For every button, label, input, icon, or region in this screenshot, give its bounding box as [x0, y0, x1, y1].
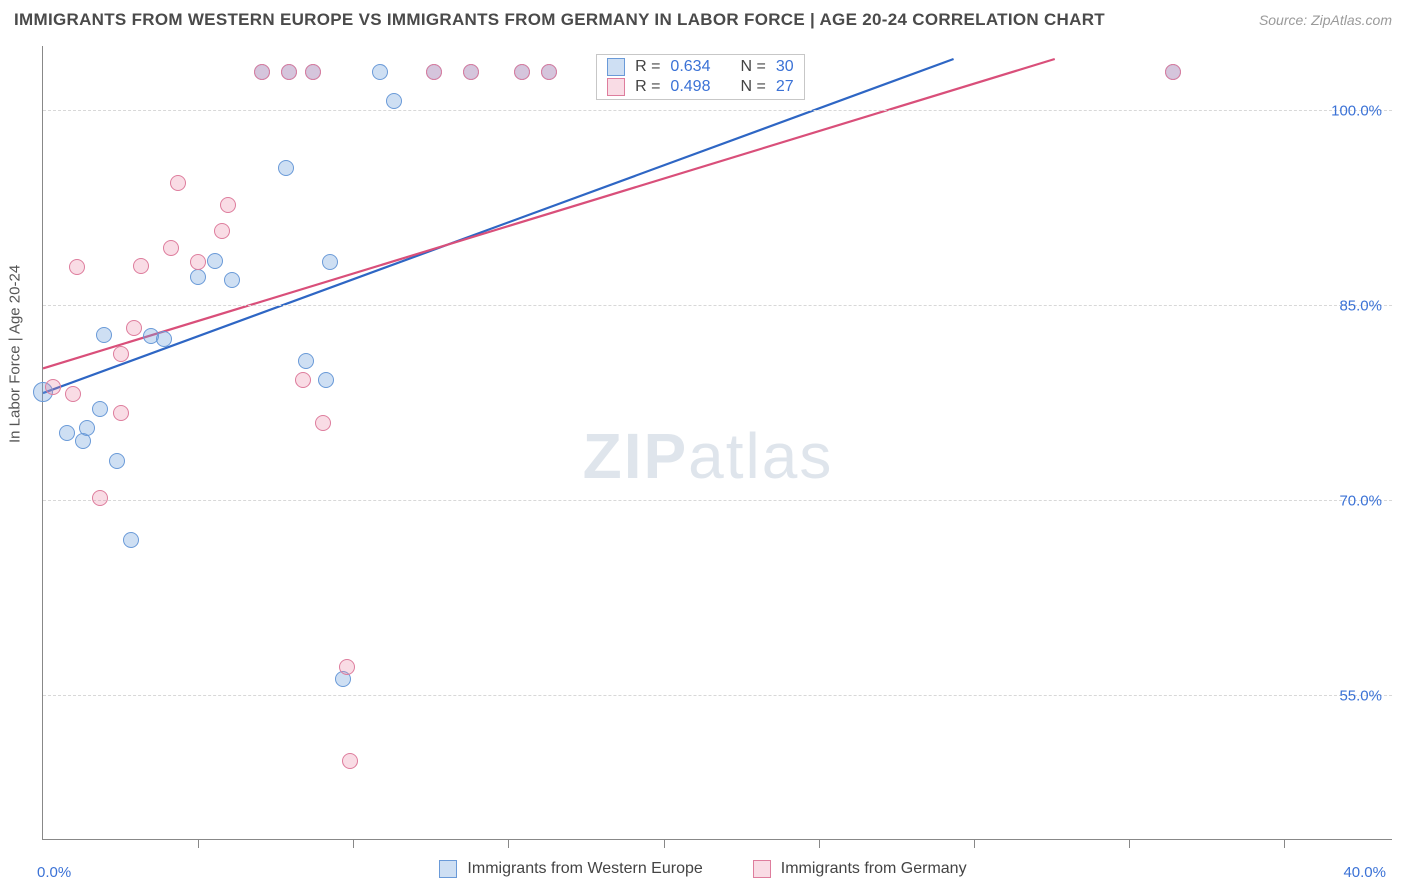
- scatter-point: [463, 64, 479, 80]
- y-gridline: [43, 695, 1392, 696]
- y-gridline: [43, 500, 1392, 501]
- scatter-point: [190, 254, 206, 270]
- x-tick: [353, 839, 354, 848]
- scatter-point: [113, 346, 129, 362]
- trend-line: [43, 59, 1055, 368]
- correlation-stats-legend: R = 0.634 N = 30 R = 0.498 N = 27: [596, 54, 805, 100]
- legend-swatch-icon: [607, 78, 625, 96]
- header-bar: IMMIGRANTS FROM WESTERN EUROPE VS IMMIGR…: [14, 10, 1392, 30]
- scatter-point: [541, 64, 557, 80]
- scatter-point: [1165, 64, 1181, 80]
- x-tick: [1129, 839, 1130, 848]
- scatter-point: [79, 420, 95, 436]
- x-tick: [664, 839, 665, 848]
- legend-swatch-icon: [753, 860, 771, 878]
- scatter-point: [298, 353, 314, 369]
- scatter-point: [123, 532, 139, 548]
- source-attribution: Source: ZipAtlas.com: [1259, 12, 1392, 28]
- scatter-point: [426, 64, 442, 80]
- scatter-point: [65, 386, 81, 402]
- scatter-point: [163, 240, 179, 256]
- scatter-point: [190, 269, 206, 285]
- scatter-point: [109, 453, 125, 469]
- stats-row: R = 0.498 N = 27: [597, 77, 804, 97]
- scatter-point: [386, 93, 402, 109]
- scatter-point: [214, 223, 230, 239]
- scatter-point: [220, 197, 236, 213]
- scatter-point: [315, 415, 331, 431]
- x-tick: [508, 839, 509, 848]
- scatter-point: [69, 259, 85, 275]
- legend-label: Immigrants from Western Europe: [467, 860, 702, 878]
- scatter-point: [318, 372, 334, 388]
- scatter-point: [305, 64, 321, 80]
- scatter-point: [339, 659, 355, 675]
- scatter-point: [59, 425, 75, 441]
- y-tick-label: 70.0%: [1339, 493, 1382, 510]
- scatter-point: [372, 64, 388, 80]
- y-axis-title: In Labor Force | Age 20-24: [7, 264, 24, 442]
- legend-item-germany: Immigrants from Germany: [753, 860, 967, 878]
- legend-swatch-icon: [607, 58, 625, 76]
- scatter-point: [126, 320, 142, 336]
- scatter-point: [295, 372, 311, 388]
- x-tick: [819, 839, 820, 848]
- scatter-point: [207, 253, 223, 269]
- scatter-point: [113, 405, 129, 421]
- scatter-point: [92, 401, 108, 417]
- r-label: R =: [635, 58, 660, 76]
- n-label: N =: [740, 58, 765, 76]
- y-tick-label: 100.0%: [1331, 103, 1382, 120]
- scatter-point: [156, 331, 172, 347]
- legend-swatch-icon: [439, 860, 457, 878]
- r-value: 0.634: [670, 58, 710, 76]
- scatter-point: [514, 64, 530, 80]
- chart-title: IMMIGRANTS FROM WESTERN EUROPE VS IMMIGR…: [14, 10, 1105, 30]
- legend-item-western-europe: Immigrants from Western Europe: [439, 860, 702, 878]
- y-gridline: [43, 305, 1392, 306]
- scatter-point: [278, 160, 294, 176]
- scatter-point: [254, 64, 270, 80]
- scatter-point: [45, 379, 61, 395]
- x-tick: [974, 839, 975, 848]
- series-legend: Immigrants from Western Europe Immigrant…: [0, 860, 1406, 878]
- n-value: 27: [776, 78, 794, 96]
- x-tick: [1284, 839, 1285, 848]
- x-tick: [198, 839, 199, 848]
- r-value: 0.498: [670, 78, 710, 96]
- chart-plot-area: In Labor Force | Age 20-24 0.0% 40.0% 55…: [42, 46, 1392, 840]
- scatter-point: [281, 64, 297, 80]
- scatter-point: [92, 490, 108, 506]
- scatter-point: [133, 258, 149, 274]
- scatter-point: [322, 254, 338, 270]
- watermark: ZIPatlas: [583, 419, 834, 493]
- r-label: R =: [635, 78, 660, 96]
- scatter-point: [224, 272, 240, 288]
- legend-label: Immigrants from Germany: [781, 860, 967, 878]
- scatter-point: [342, 753, 358, 769]
- n-label: N =: [740, 78, 765, 96]
- trendlines-layer: [43, 46, 1392, 839]
- source-name: ZipAtlas.com: [1311, 12, 1392, 28]
- scatter-point: [96, 327, 112, 343]
- y-gridline: [43, 110, 1392, 111]
- y-tick-label: 55.0%: [1339, 688, 1382, 705]
- y-tick-label: 85.0%: [1339, 298, 1382, 315]
- stats-row: R = 0.634 N = 30: [597, 57, 804, 77]
- source-prefix: Source:: [1259, 12, 1311, 28]
- n-value: 30: [776, 58, 794, 76]
- scatter-point: [170, 175, 186, 191]
